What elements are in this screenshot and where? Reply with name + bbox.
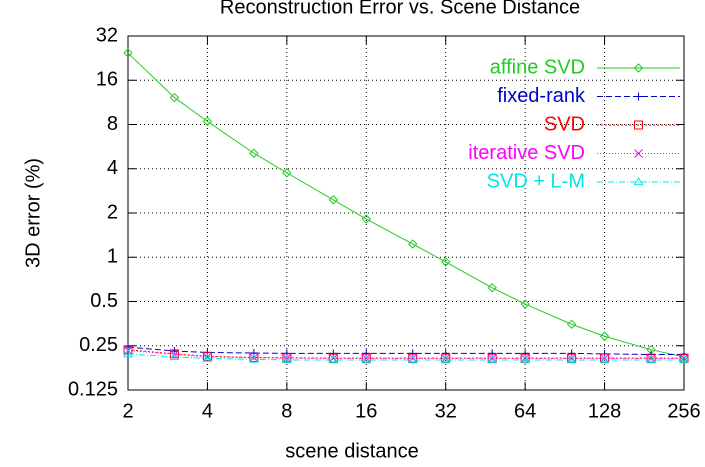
- marker: [633, 177, 644, 186]
- x-tick-label: 16: [355, 400, 377, 422]
- marker: [361, 355, 372, 364]
- marker: [646, 355, 656, 364]
- x-tick-label: 128: [588, 400, 621, 422]
- marker: [634, 92, 643, 101]
- legend-label: SVD: [544, 113, 585, 135]
- marker: [408, 239, 418, 249]
- marker: [634, 149, 643, 158]
- marker: [599, 355, 610, 364]
- x-tick-label: 2: [122, 400, 133, 422]
- marker: [169, 92, 180, 103]
- x-axis-label: scene distance: [285, 440, 418, 462]
- marker: [282, 168, 292, 178]
- plot-frame: [127, 35, 685, 391]
- y-tick-label: 16: [96, 69, 118, 91]
- marker: [520, 355, 531, 364]
- y-tick-label: 2: [107, 201, 118, 223]
- marker: [249, 354, 259, 363]
- series-line: [127, 353, 684, 361]
- x-tick-label: 4: [202, 400, 213, 422]
- marker: [361, 214, 371, 224]
- marker: [249, 148, 259, 158]
- y-tick-label: 0.5: [90, 290, 118, 312]
- y-tick-label: 32: [96, 24, 118, 46]
- marker: [634, 120, 643, 130]
- marker: [169, 351, 180, 361]
- legend-label: SVD + L-M: [487, 170, 585, 192]
- marker: [123, 348, 133, 358]
- legend-label: affine SVD: [490, 56, 585, 78]
- x-tick-label: 8: [281, 400, 292, 422]
- legend-label: fixed-rank: [497, 85, 586, 107]
- x-tick-label: 256: [667, 400, 700, 422]
- y-tick-label: 4: [107, 157, 118, 179]
- series-line: [127, 52, 685, 358]
- marker: [566, 355, 577, 364]
- marker: [566, 319, 577, 329]
- marker: [123, 48, 133, 58]
- x-tick-label: 32: [435, 400, 457, 422]
- chart-title: Reconstruction Error vs. Scene Distance: [220, 0, 580, 18]
- y-axis-label: 3D error (%): [22, 158, 44, 268]
- marker: [441, 257, 451, 267]
- marker: [281, 355, 292, 364]
- y-tick-label: 0.25: [79, 334, 118, 356]
- marker: [633, 63, 644, 73]
- marker: [328, 195, 339, 205]
- legend-label: iterative SVD: [468, 142, 585, 164]
- marker: [679, 355, 689, 364]
- y-tick-label: 0.125: [68, 378, 118, 400]
- marker: [520, 299, 530, 309]
- marker: [202, 116, 213, 127]
- marker: [487, 283, 497, 293]
- marker: [202, 353, 213, 362]
- marker: [487, 355, 498, 364]
- y-tick-label: 8: [107, 113, 118, 135]
- marker: [440, 355, 451, 364]
- marker: [328, 355, 339, 364]
- y-tick-label: 1: [107, 246, 118, 268]
- marker: [407, 355, 418, 364]
- marker: [599, 331, 610, 341]
- x-tick-label: 64: [514, 400, 536, 422]
